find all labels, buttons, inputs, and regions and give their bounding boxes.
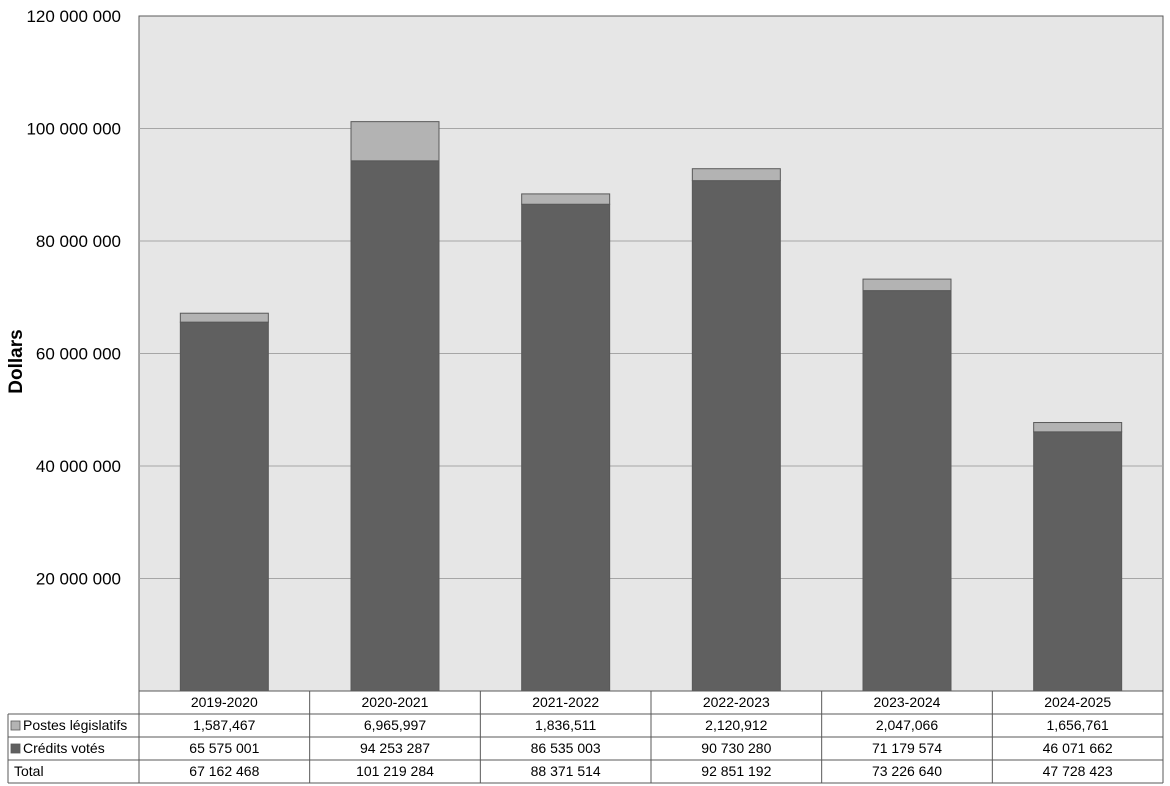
data-label: 101 219 284 (356, 763, 434, 779)
data-table: 2019-2020 2020-2021 2021-2022 2022-2023 2023… (7, 690, 1164, 784)
bar-voted (521, 203, 611, 692)
y-tick-label: 100 000 000 (26, 120, 121, 139)
data-label: 71 179 574 (872, 740, 942, 756)
category-label: 2022-2023 (703, 694, 770, 710)
legend-swatch (10, 720, 21, 731)
bar-voted (179, 321, 269, 692)
table-row-label: Postes législatifs (23, 717, 127, 733)
bar-voted (862, 290, 952, 692)
bar-voted (1033, 431, 1123, 692)
category-label: 2023-2024 (874, 694, 941, 710)
bar-statutory (691, 168, 781, 182)
y-tick-label: 20 000 000 (36, 570, 121, 589)
bar-statutory (1033, 422, 1123, 433)
y-axis-label: Dollars (6, 329, 27, 393)
category-label: 2019-2020 (191, 694, 258, 710)
bar-statutory (521, 193, 611, 205)
data-label: 92 851 192 (701, 763, 771, 779)
data-label: 47 728 423 (1043, 763, 1113, 779)
data-label: 1,656,761 (1047, 717, 1109, 733)
data-label: 67 162 468 (189, 763, 259, 779)
data-label: 46 071 662 (1043, 740, 1113, 756)
data-label: 90 730 280 (701, 740, 771, 756)
data-label: 1,587,467 (193, 717, 255, 733)
bar-statutory (179, 312, 269, 323)
bar-statutory (862, 278, 952, 292)
table-row-label: Total (14, 763, 44, 779)
data-label: 1,836,511 (535, 717, 596, 733)
y-tick-label: 80 000 000 (36, 232, 121, 251)
category-label: 2021-2022 (532, 694, 599, 710)
data-label: 73 226 640 (872, 763, 942, 779)
bar-statutory (350, 121, 440, 162)
data-label: 86 535 003 (531, 740, 601, 756)
data-label: 2,120,912 (705, 717, 767, 733)
category-label: 2024-2025 (1044, 694, 1111, 710)
y-tick-label: 60 000 000 (36, 345, 121, 364)
table-row-label: Crédits votés (23, 740, 105, 756)
gridlines (139, 128, 1163, 579)
category-label: 2020-2021 (362, 694, 429, 710)
bar-voted (350, 160, 440, 692)
bar-voted (691, 180, 781, 692)
data-label: 6,965,997 (364, 717, 426, 733)
legend-swatch (10, 743, 21, 754)
data-label: 2,047,066 (876, 717, 938, 733)
y-tick-label: 120 000 000 (26, 7, 121, 26)
data-label: 94 253 287 (360, 740, 430, 756)
bars (179, 121, 1123, 692)
y-tick-label: 40 000 000 (36, 457, 121, 476)
data-label: 65 575 001 (189, 740, 259, 756)
data-label: 88 371 514 (531, 763, 601, 779)
y-axis-ticks: 20 000 000 40 000 000 60 000 000 80 000 000… (26, 7, 121, 589)
